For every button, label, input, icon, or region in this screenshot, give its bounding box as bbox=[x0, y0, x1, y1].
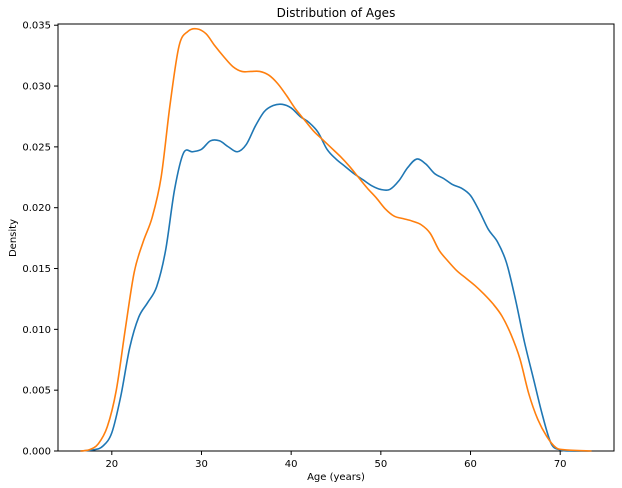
y-tick-label: 0.030 bbox=[22, 82, 51, 93]
x-tick-label: 50 bbox=[374, 459, 387, 470]
x-axis-label: Age (years) bbox=[307, 472, 365, 483]
y-tick-label: 0.010 bbox=[22, 325, 51, 336]
chart-title: Distribution of Ages bbox=[277, 6, 396, 20]
y-tick-label: 0.020 bbox=[22, 203, 51, 214]
x-axis: 20 30 40 50 60 70 bbox=[105, 451, 567, 470]
y-axis-label: Density bbox=[8, 219, 19, 257]
y-axis: 0.000 0.005 0.010 0.015 0.020 0.025 0.030 0.035 bbox=[22, 21, 58, 458]
x-tick-label: 60 bbox=[464, 459, 477, 470]
y-tick-label: 0.035 bbox=[22, 21, 51, 32]
y-tick-label: 0.015 bbox=[22, 264, 51, 275]
y-tick-label: 0.025 bbox=[22, 142, 51, 153]
x-tick-label: 30 bbox=[195, 459, 208, 470]
x-tick-label: 70 bbox=[554, 459, 567, 470]
density-line-series-2 bbox=[80, 27, 592, 452]
plot-frame bbox=[57, 23, 615, 452]
series-layer bbox=[80, 27, 592, 452]
x-tick-label: 40 bbox=[285, 459, 298, 470]
y-tick-label: 0.005 bbox=[22, 386, 51, 397]
y-tick-label: 0.000 bbox=[22, 447, 51, 458]
x-tick-label: 20 bbox=[105, 459, 118, 470]
density-line-series-1 bbox=[80, 103, 592, 452]
